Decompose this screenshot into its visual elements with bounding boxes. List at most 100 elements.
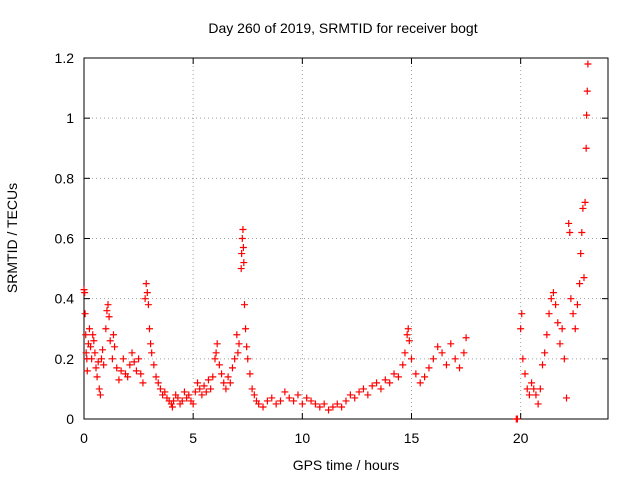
- data-point: [571, 325, 579, 333]
- data-point: [82, 349, 90, 357]
- data-point: [320, 400, 328, 408]
- data-point: [338, 403, 346, 411]
- data-point: [106, 337, 114, 345]
- data-point: [519, 355, 527, 363]
- data-point: [244, 355, 252, 363]
- data-point: [359, 385, 367, 393]
- data-point: [364, 391, 372, 399]
- data-point: [576, 280, 584, 288]
- data-point: [566, 228, 574, 236]
- data-point: [130, 358, 138, 366]
- data-point: [212, 349, 220, 357]
- data-point: [567, 295, 575, 303]
- y-tick-label: 0.4: [55, 291, 75, 307]
- data-point: [329, 403, 337, 411]
- data-point: [408, 355, 415, 363]
- data-point: [579, 204, 587, 212]
- data-point: [530, 385, 538, 393]
- data-point: [109, 331, 117, 339]
- data-point: [228, 364, 236, 372]
- data-point: [224, 373, 232, 381]
- data-point: [311, 400, 319, 408]
- data-point: [104, 301, 112, 309]
- data-point: [285, 394, 293, 402]
- data-point: [124, 373, 132, 381]
- data-point: [243, 343, 251, 351]
- data-point: [178, 397, 186, 405]
- data-point: [198, 391, 206, 399]
- data-point: [584, 60, 592, 68]
- data-point: [139, 379, 147, 387]
- data-point: [233, 331, 241, 339]
- data-point: [148, 349, 156, 357]
- data-point: [532, 391, 540, 399]
- data-point: [81, 289, 89, 297]
- data-point: [234, 349, 242, 357]
- data-point: [89, 331, 97, 339]
- data-point: [200, 382, 208, 390]
- data-point: [156, 385, 164, 393]
- data-point: [263, 397, 271, 405]
- data-point: [220, 379, 228, 387]
- data-point: [303, 394, 311, 402]
- data-point: [386, 379, 394, 387]
- data-point: [451, 355, 459, 363]
- data-point: [543, 331, 551, 339]
- data-point: [523, 385, 531, 393]
- data-point: [404, 325, 412, 333]
- data-point: [549, 289, 557, 297]
- data-point: [325, 406, 333, 414]
- data-point: [168, 403, 176, 411]
- data-point: [242, 325, 250, 333]
- data-point: [97, 355, 105, 363]
- data-point: [518, 310, 526, 318]
- y-tick-label: 0.6: [55, 231, 75, 247]
- data-point: [554, 319, 562, 327]
- data-point: [290, 397, 298, 405]
- data-point: [246, 370, 254, 378]
- data-point: [108, 355, 116, 363]
- data-point: [539, 361, 546, 369]
- data-point: [100, 361, 108, 369]
- data-point: [91, 349, 99, 357]
- data-point: [394, 373, 402, 381]
- data-point: [342, 397, 350, 405]
- data-point: [268, 394, 276, 402]
- data-point: [238, 235, 246, 242]
- data-point: [517, 325, 525, 333]
- data-point: [416, 379, 424, 387]
- data-point: [238, 250, 246, 258]
- data-point: [185, 391, 193, 399]
- data-point: [202, 388, 210, 396]
- data-point: [96, 391, 104, 399]
- y-tick-label: 0.8: [55, 170, 75, 186]
- data-point: [460, 349, 468, 357]
- data-point: [231, 355, 239, 363]
- data-point: [421, 373, 429, 381]
- data-point: [390, 370, 398, 378]
- data-point: [194, 379, 202, 387]
- x-tick-label: 20: [513, 430, 529, 446]
- data-point: [399, 361, 407, 369]
- data-point: [259, 403, 267, 411]
- data-point: [447, 340, 455, 348]
- data-point: [154, 379, 162, 387]
- data-point: [82, 331, 90, 339]
- data-points: [80, 60, 592, 423]
- data-point: [521, 370, 529, 378]
- data-point: [90, 337, 98, 345]
- data-point: [207, 385, 215, 393]
- data-point: [103, 307, 111, 315]
- data-point: [141, 295, 149, 303]
- y-tick-label: 0: [66, 411, 74, 427]
- data-point: [83, 367, 91, 375]
- data-point: [248, 385, 256, 393]
- data-point: [583, 111, 591, 119]
- data-point: [563, 394, 571, 402]
- data-point: [558, 325, 566, 333]
- data-point: [105, 313, 113, 321]
- data-point: [377, 385, 385, 393]
- data-point: [250, 391, 258, 399]
- data-point: [565, 219, 573, 227]
- data-point: [255, 400, 263, 408]
